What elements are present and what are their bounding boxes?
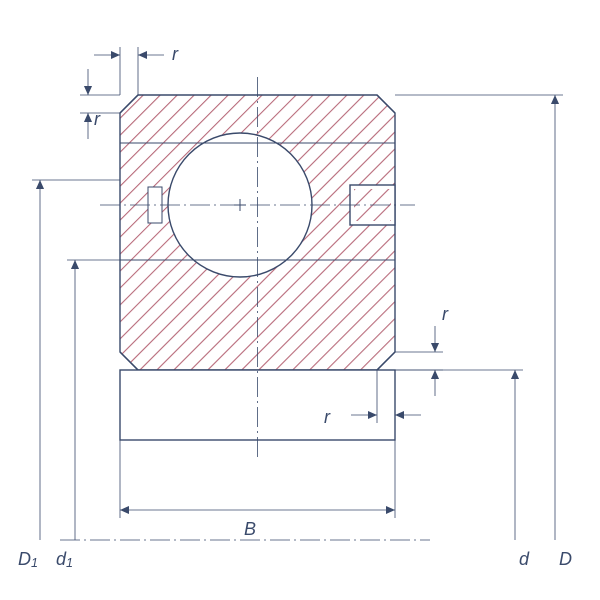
dim-r-bottom-v: r xyxy=(442,304,449,324)
dim-D1: D1 xyxy=(18,549,38,570)
dim-r-left: r xyxy=(94,109,101,129)
dim-d: d xyxy=(519,549,530,569)
dim-B: B xyxy=(244,519,256,539)
dim-D: D xyxy=(559,549,572,569)
dim-r-top: r xyxy=(172,44,179,64)
dim-r-bottom-h: r xyxy=(324,407,331,427)
dim-d1: d1 xyxy=(56,549,73,570)
